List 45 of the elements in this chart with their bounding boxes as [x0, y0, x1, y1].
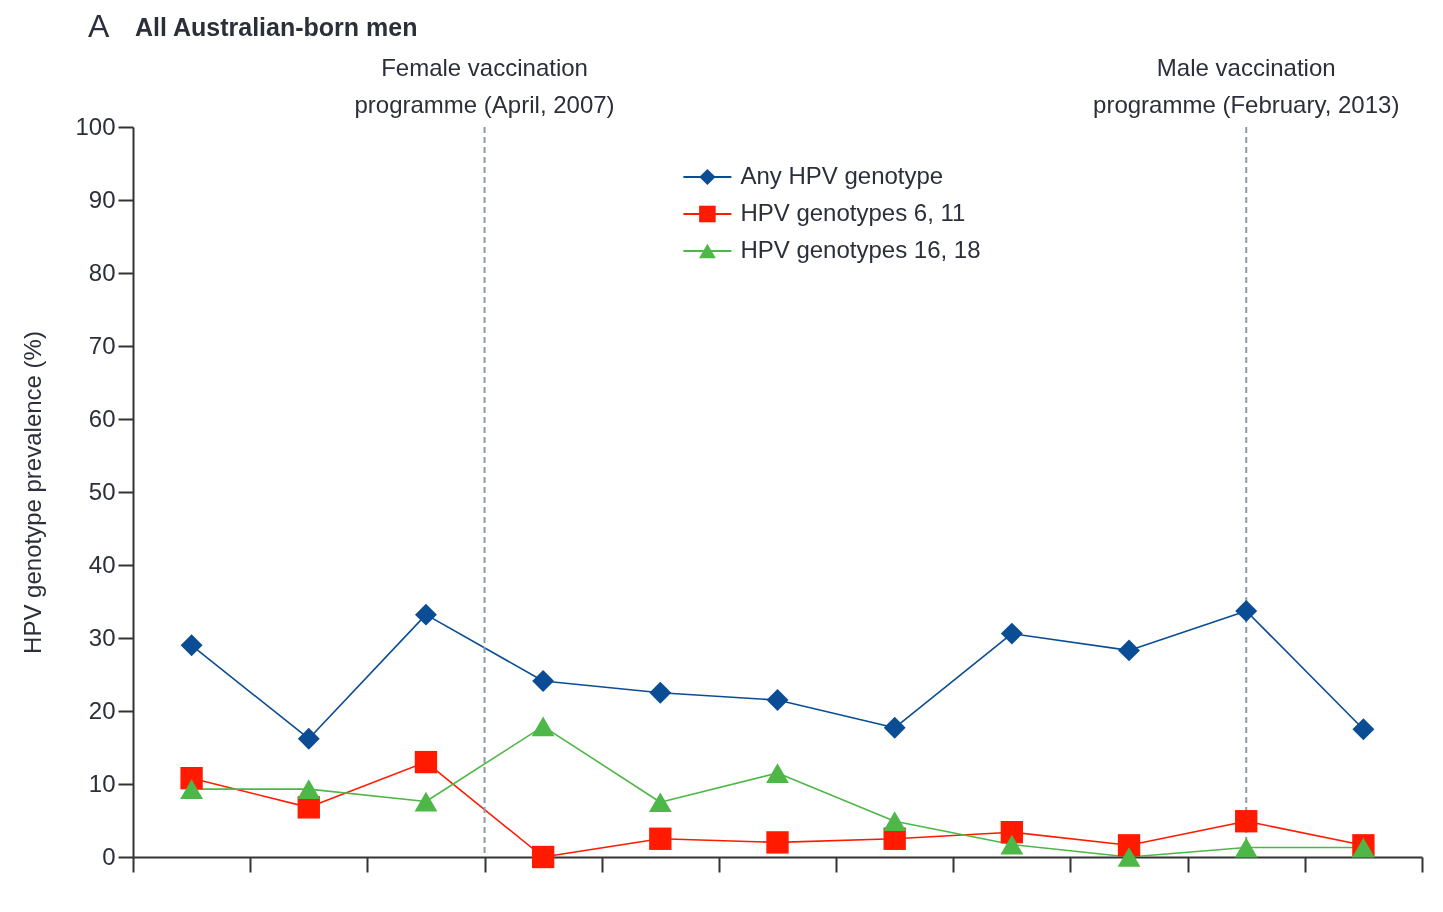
y-tick-label: 20: [88, 696, 116, 724]
point: [648, 792, 672, 813]
point: [297, 779, 321, 799]
point: [649, 681, 672, 704]
legend-label: HPV genotypes 16, 18: [740, 236, 981, 263]
point: [1118, 639, 1140, 662]
point: [415, 603, 437, 626]
legend-label: HPV genotypes 6, 11: [740, 199, 966, 226]
point: [766, 689, 789, 711]
point: [180, 634, 203, 657]
point: [531, 845, 555, 869]
y-tick-label: 0: [102, 842, 116, 870]
y-axis-title: HPV genotype prevalence (%): [18, 331, 46, 654]
y-tick-label: 90: [88, 185, 116, 213]
point: [414, 750, 438, 774]
point: [1000, 834, 1024, 855]
point: [766, 831, 789, 854]
point: [883, 716, 906, 739]
point: [766, 763, 789, 783]
y-tick-label: 10: [88, 769, 116, 797]
y-tick-label: 50: [88, 477, 116, 505]
text: Male vaccination programme (February, 2013): [1093, 54, 1400, 118]
text: Female vaccination programme (April, 2007): [354, 54, 615, 118]
point: [649, 827, 672, 850]
point: [532, 670, 555, 693]
point: [1235, 810, 1258, 833]
point: [531, 716, 555, 737]
point: [297, 727, 320, 750]
text: A: [88, 8, 110, 44]
point: [1235, 600, 1258, 622]
point: [1234, 837, 1258, 858]
chart-title: All Australian-born men: [135, 13, 418, 41]
y-tick-label: 80: [88, 258, 116, 286]
point: [883, 811, 907, 832]
point: [180, 779, 203, 799]
y-tick-label: 30: [88, 623, 116, 651]
y-tick-label: 100: [75, 112, 116, 140]
point: [1352, 718, 1375, 741]
legend-label: Any HPV genotype: [740, 162, 944, 189]
point: [414, 791, 438, 812]
y-tick-label: 70: [88, 331, 116, 359]
y-tick-label: 40: [88, 550, 116, 578]
y-tick-label: 60: [88, 404, 116, 432]
point: [1117, 847, 1141, 867]
point: [1000, 622, 1023, 645]
